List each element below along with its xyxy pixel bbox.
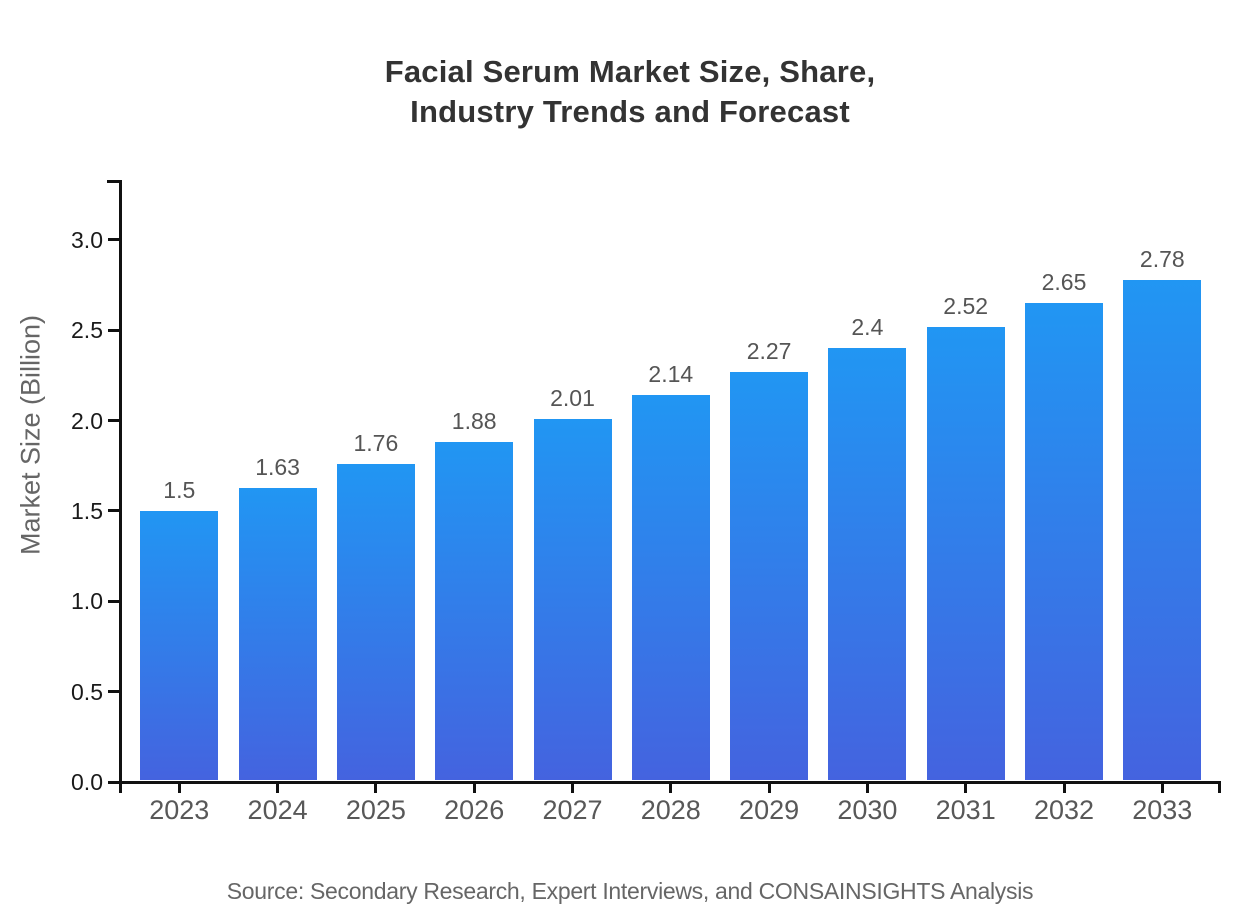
bar (336, 464, 415, 781)
y-tick-label: 0.0 (71, 769, 103, 795)
y-tick (107, 780, 119, 784)
y-axis-end-tick (106, 180, 119, 183)
x-tick (865, 783, 869, 793)
x-tick-label: 2033 (1132, 795, 1193, 825)
x-tick-label: 2030 (837, 795, 898, 825)
y-tick (107, 238, 119, 242)
bar-value-label: 2.52 (943, 292, 989, 319)
y-tick-label: 0.5 (71, 678, 103, 705)
bar-value-label: 1.5 (163, 476, 196, 503)
bar-value-label: 2.78 (1139, 245, 1185, 272)
x-tick (964, 783, 968, 793)
chart-title-line2: Industry Trends and Forecast (410, 94, 850, 129)
bar (926, 326, 1005, 781)
x-tick (177, 783, 181, 793)
x-tick (472, 783, 476, 793)
y-tick-label: 1.5 (71, 497, 103, 524)
y-tick (107, 509, 119, 513)
bar (533, 418, 612, 781)
x-tick (1062, 783, 1066, 793)
bar (435, 442, 514, 781)
y-tick-label: 2.5 (71, 317, 103, 344)
x-axis-spine (118, 780, 1221, 784)
x-tick-label: 2032 (1033, 795, 1095, 825)
x-tick-label: 2024 (247, 795, 308, 825)
x-tick-label: 2026 (444, 795, 505, 825)
y-tick (107, 328, 119, 332)
y-tick (107, 690, 119, 694)
bar (238, 487, 317, 781)
x-tick (669, 783, 673, 793)
bar (828, 348, 907, 781)
y-tick (107, 419, 119, 423)
bar-value-label: 2.27 (746, 337, 792, 364)
y-tick-label: 3.0 (71, 226, 103, 253)
x-tick (767, 783, 771, 793)
x-tick-label: 2023 (149, 795, 210, 825)
x-tick (571, 783, 574, 793)
bar-value-label: 1.63 (255, 453, 300, 480)
source-note: Source: Secondary Research, Expert Inter… (226, 878, 1034, 904)
y-tick-label: 2.0 (71, 407, 103, 434)
x-axis-end-tick (1218, 783, 1221, 793)
bar (1123, 279, 1202, 781)
x-tick (276, 783, 280, 793)
x-tick-label: 2025 (345, 795, 406, 825)
bar-value-label: 2.01 (550, 384, 595, 411)
bar-value-label: 2.65 (1041, 269, 1087, 296)
y-tick (107, 599, 119, 603)
bar (140, 510, 219, 781)
bar (730, 371, 809, 781)
x-tick-label: 2029 (739, 795, 800, 825)
x-tick-label: 2031 (935, 795, 996, 825)
chart-title-line1: Facial Serum Market Size, Share, (384, 54, 876, 89)
bar-value-label: 2.4 (851, 314, 884, 341)
y-tick-label: 1.0 (71, 588, 103, 615)
bar-value-label: 1.88 (451, 408, 497, 435)
x-tick-label: 2027 (542, 795, 603, 825)
y-axis-spine (118, 180, 122, 784)
bar-value-label: 2.14 (648, 361, 694, 388)
x-tick (1160, 783, 1164, 793)
bar-value-label: 1.76 (353, 430, 399, 457)
x-axis-origin-tick (118, 783, 122, 793)
bar (631, 395, 710, 781)
x-tick (374, 783, 378, 793)
chart-title: Facial Serum Market Size, Share, Industr… (0, 52, 1260, 132)
y-axis-label-text: Market Size (Billion) (15, 314, 46, 556)
bar (1025, 303, 1103, 781)
x-tick-label: 2028 (640, 795, 701, 825)
